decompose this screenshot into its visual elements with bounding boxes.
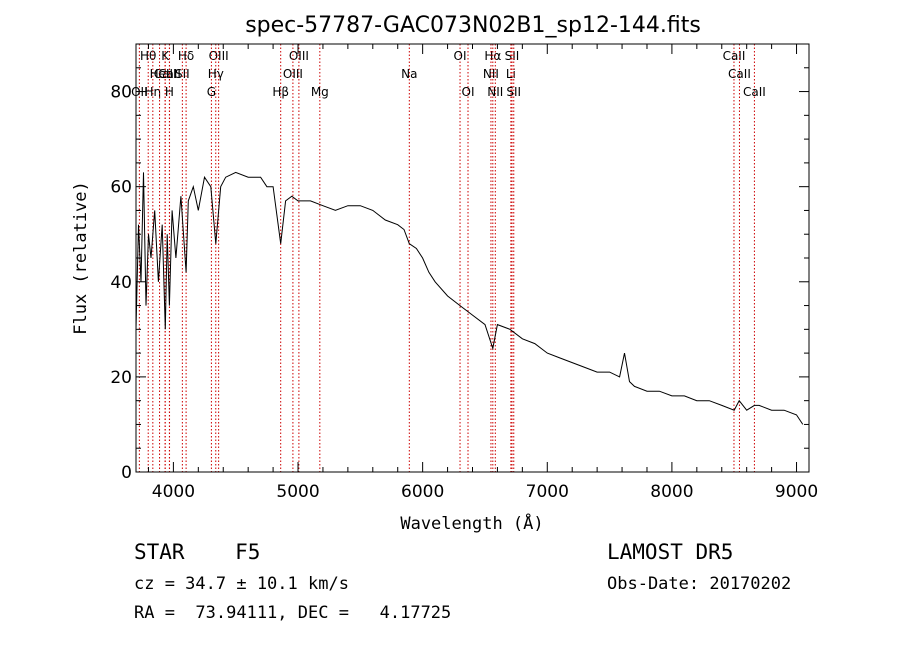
line-marker-label: CaII <box>728 67 751 81</box>
line-marker-label: Li <box>506 67 516 81</box>
class-label: STAR F5 <box>134 540 261 564</box>
line-marker-label: G <box>207 85 216 99</box>
series-group <box>135 171 804 425</box>
line-marker-label: SII <box>175 67 190 81</box>
line-marker-label: OIII <box>283 67 303 81</box>
y-axis: 0 20 40 60 80 <box>110 67 809 483</box>
line-marker-label: CaII <box>158 67 181 81</box>
line-marker-label: H <box>165 85 174 99</box>
x-tick-label: 7000 <box>526 482 569 502</box>
chart-title: spec-57787-GAC073N02B1_sp12-144.fits <box>245 13 701 38</box>
line-marker-label: SII <box>506 85 521 99</box>
line-marker-label: NII <box>483 67 499 81</box>
line-marker-label: Hγ <box>208 67 224 81</box>
line-marker-label: Hη <box>145 85 162 99</box>
x-tick-label: 5000 <box>276 482 319 502</box>
line-marker-label: CaII <box>154 67 177 81</box>
plot-frame <box>135 43 810 473</box>
line-marker-label: Hβ <box>272 85 289 99</box>
x-tick-label: 6000 <box>401 482 444 502</box>
line-marker-label: Hα <box>484 49 501 63</box>
line-marker-label: OIII <box>209 49 229 63</box>
y-tick-label: 20 <box>110 368 132 388</box>
line-marker-label: Na <box>401 67 417 81</box>
line-marker-label: CaII <box>743 85 766 99</box>
x-axis: 4000 5000 6000 7000 8000 9000 <box>147 44 818 502</box>
line-marker-label: K <box>161 49 170 63</box>
y-tick-label: 0 <box>121 463 132 483</box>
y-tick-label: 60 <box>110 178 132 198</box>
line-marker-label: CaII <box>723 49 746 63</box>
obs-date-text: Obs-Date: 20170202 <box>607 574 792 594</box>
line-marker-label: HeI <box>150 67 170 81</box>
line-marker-label: NII <box>487 85 503 99</box>
coordinates-text: RA = 73.94111, DEC = 4.17725 <box>134 603 452 623</box>
survey-label: LAMOST DR5 <box>607 540 734 564</box>
y-tick-label: 80 <box>110 83 132 103</box>
y-axis-label: Flux (relative) <box>71 181 91 335</box>
spectrum-line <box>135 171 804 425</box>
line-marker-label: OI <box>462 85 475 99</box>
line-marker-label: OI <box>454 49 467 63</box>
line-marker-label: Hθ <box>140 49 156 63</box>
velocity-text: cz = 34.7 ± 10.1 km/s <box>134 574 349 594</box>
x-axis-label: Wavelength (Å) <box>400 512 543 534</box>
line-marker-label: Mg <box>311 85 329 99</box>
line-marker-label: SII <box>505 49 520 63</box>
line-marker-label: OIII <box>289 49 309 63</box>
y-tick-label: 40 <box>110 273 132 293</box>
line-marker-label: Hδ <box>178 49 194 63</box>
x-tick-label: 4000 <box>152 482 195 502</box>
x-tick-label: 8000 <box>650 482 693 502</box>
x-tick-label: 9000 <box>775 482 818 502</box>
